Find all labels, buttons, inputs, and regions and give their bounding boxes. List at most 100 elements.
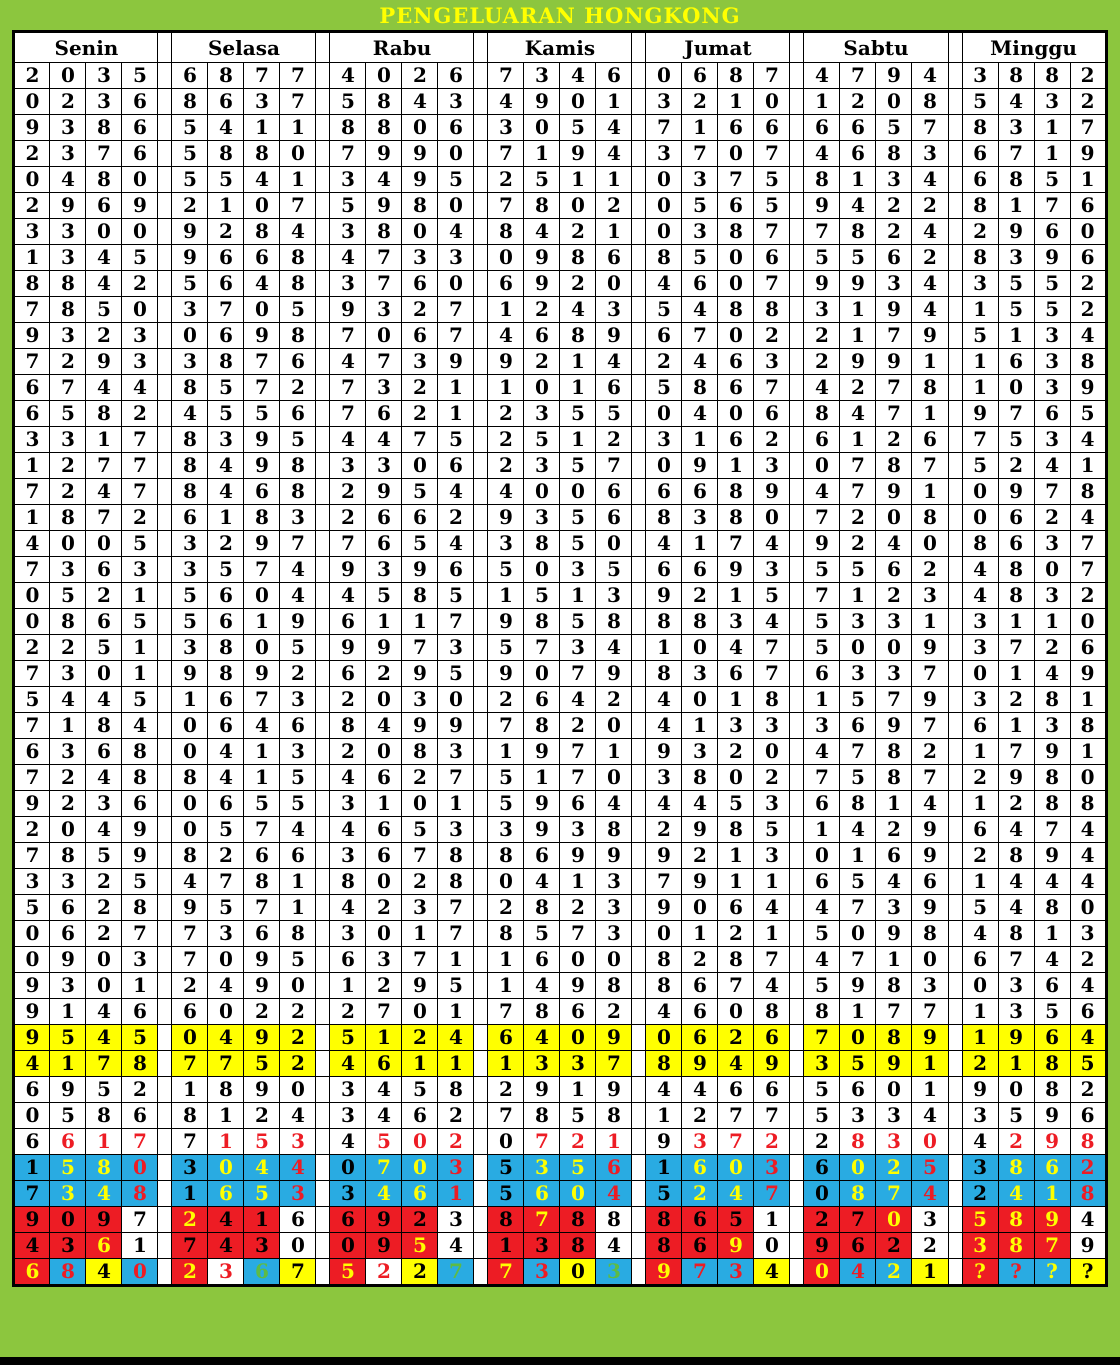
digit-cell: 4 bbox=[803, 140, 841, 167]
digit-cell: 1 bbox=[961, 738, 999, 765]
digit-cell: 0 bbox=[997, 1076, 1035, 1103]
digit-cell: 2 bbox=[487, 686, 525, 713]
separator-cell bbox=[789, 686, 805, 713]
digit-cell: 9 bbox=[1033, 738, 1071, 765]
digit-cell: 9 bbox=[243, 322, 281, 349]
digit-cell: 5 bbox=[243, 1180, 281, 1207]
digit-cell: 4 bbox=[595, 634, 633, 661]
digit-cell: 8 bbox=[243, 218, 281, 245]
digit-cell: 7 bbox=[559, 764, 597, 791]
digit-cell: 0 bbox=[645, 920, 683, 947]
digit-cell: 2 bbox=[911, 738, 949, 765]
digit-cell: 4 bbox=[523, 1024, 561, 1051]
separator-cell bbox=[947, 1024, 963, 1051]
separator-cell bbox=[947, 816, 963, 843]
digit-cell: 1 bbox=[1033, 1180, 1071, 1207]
digit-cell: 2 bbox=[681, 582, 719, 609]
digit-cell: 4 bbox=[329, 244, 367, 271]
digit-cell: 3 bbox=[961, 1102, 999, 1129]
digit-cell: 7 bbox=[243, 348, 281, 375]
digit-cell: 4 bbox=[645, 686, 683, 713]
separator-cell bbox=[315, 712, 331, 739]
separator-cell bbox=[315, 842, 331, 869]
separator-cell bbox=[631, 192, 647, 219]
digit-cell: 9 bbox=[875, 920, 913, 947]
digit-cell: 3 bbox=[49, 322, 87, 349]
separator-cell bbox=[315, 244, 331, 271]
digit-cell: 6 bbox=[681, 972, 719, 999]
digit-cell: 6 bbox=[49, 1128, 87, 1155]
digit-cell: 0 bbox=[717, 244, 755, 271]
digit-cell: 9 bbox=[171, 894, 209, 921]
digit-cell: 9 bbox=[839, 348, 877, 375]
digit-cell: 5 bbox=[961, 1206, 999, 1233]
separator-cell bbox=[473, 88, 489, 115]
digit-cell: 2 bbox=[401, 400, 439, 427]
digit-cell: 5 bbox=[121, 530, 159, 557]
digit-cell: 6 bbox=[717, 374, 755, 401]
digit-cell: 7 bbox=[171, 1050, 209, 1077]
separator-cell bbox=[157, 270, 173, 297]
digit-cell: 4 bbox=[559, 62, 597, 89]
digit-cell: 9 bbox=[365, 140, 403, 167]
digit-cell: 2 bbox=[1069, 62, 1107, 89]
digit-cell: 8 bbox=[717, 218, 755, 245]
digit-cell: 3 bbox=[753, 1154, 791, 1181]
separator-cell bbox=[157, 218, 173, 245]
digit-cell: 8 bbox=[911, 504, 949, 531]
digit-cell: 9 bbox=[365, 634, 403, 661]
digit-cell: 6 bbox=[717, 894, 755, 921]
digit-cell: 4 bbox=[911, 1102, 949, 1129]
separator-cell bbox=[947, 1076, 963, 1103]
digit-cell: 8 bbox=[171, 426, 209, 453]
digit-cell: 8 bbox=[279, 478, 317, 505]
digit-cell: 7 bbox=[803, 218, 841, 245]
separator-cell bbox=[473, 62, 489, 89]
digit-cell: 0 bbox=[49, 1206, 87, 1233]
digit-cell: 4 bbox=[753, 1258, 791, 1286]
digit-cell: 2 bbox=[753, 322, 791, 349]
digit-cell: 3 bbox=[1033, 426, 1071, 453]
digit-cell: 8 bbox=[645, 946, 683, 973]
digit-cell: 7 bbox=[243, 816, 281, 843]
digit-cell: 3 bbox=[875, 1128, 913, 1155]
digit-cell: 2 bbox=[1069, 88, 1107, 115]
separator-cell bbox=[947, 894, 963, 921]
digit-cell: 7 bbox=[437, 1258, 475, 1286]
separator-cell bbox=[789, 1050, 805, 1077]
digit-cell: 9 bbox=[961, 400, 999, 427]
digit-cell: 2 bbox=[279, 1050, 317, 1077]
digit-cell: 9 bbox=[243, 530, 281, 557]
digit-cell: 6 bbox=[803, 114, 841, 141]
digit-cell: 7 bbox=[121, 1128, 159, 1155]
separator-cell bbox=[631, 660, 647, 687]
separator-cell bbox=[157, 452, 173, 479]
digit-cell: 3 bbox=[717, 712, 755, 739]
digit-cell: 5 bbox=[559, 400, 597, 427]
separator-cell bbox=[631, 1180, 647, 1207]
separator-cell bbox=[631, 1076, 647, 1103]
digit-cell: 9 bbox=[243, 946, 281, 973]
separator-cell bbox=[789, 608, 805, 635]
digit-cell: 6 bbox=[961, 946, 999, 973]
digit-cell: 1 bbox=[911, 400, 949, 427]
digit-cell: 9 bbox=[329, 296, 367, 323]
separator-cell bbox=[315, 894, 331, 921]
separator-cell bbox=[789, 556, 805, 583]
digit-cell: 0 bbox=[365, 738, 403, 765]
digit-cell: 9 bbox=[243, 452, 281, 479]
digit-cell: 8 bbox=[997, 1206, 1035, 1233]
separator-cell bbox=[473, 166, 489, 193]
digit-cell: 0 bbox=[523, 660, 561, 687]
digit-cell: 0 bbox=[171, 322, 209, 349]
digit-cell: 6 bbox=[171, 504, 209, 531]
digit-cell: 2 bbox=[437, 504, 475, 531]
digit-cell: 0 bbox=[875, 634, 913, 661]
digit-cell: 3 bbox=[437, 88, 475, 115]
digit-cell: 4 bbox=[279, 582, 317, 609]
digit-cell: 9 bbox=[329, 634, 367, 661]
digit-cell: 4 bbox=[803, 738, 841, 765]
digit-cell: 8 bbox=[875, 452, 913, 479]
